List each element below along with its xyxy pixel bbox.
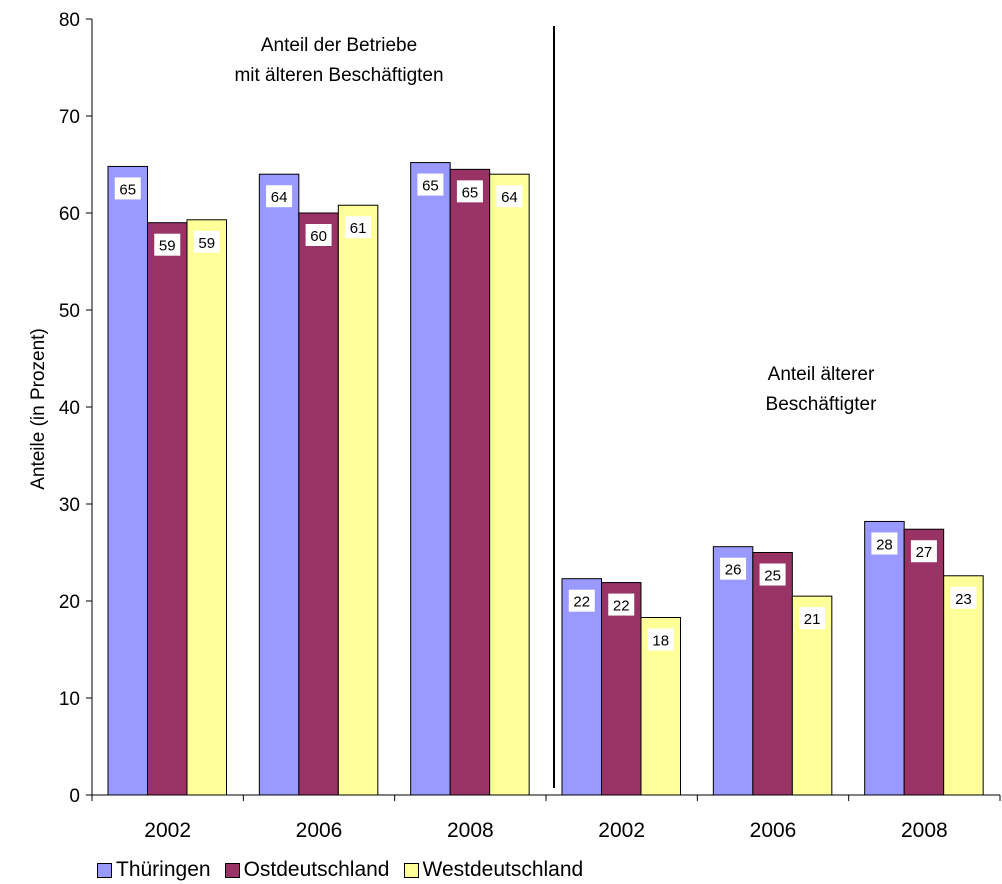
legend-swatch-ostdeutschland — [224, 862, 240, 878]
y-tick-label: 60 — [59, 204, 80, 225]
bar-value-label: 23 — [955, 591, 972, 608]
bar-label-box — [647, 628, 674, 651]
bar-label-box — [456, 180, 483, 203]
bar-label-box — [114, 177, 141, 200]
bar — [410, 162, 451, 796]
bar-value-label: 26 — [725, 562, 742, 579]
bar-label-box — [871, 532, 898, 555]
bar-label-box — [305, 224, 332, 246]
annotation-right: Anteil älterer Beschäftigter — [766, 364, 878, 415]
bar-value-label: 65 — [119, 181, 136, 198]
x-tick-label: 2006 — [750, 819, 797, 842]
bar — [298, 212, 339, 796]
legend-swatch-thueringen — [97, 862, 112, 878]
y-tick-label: 0 — [69, 786, 80, 807]
bar-value-label: 61 — [350, 220, 367, 237]
y-tick-label: 30 — [59, 495, 80, 516]
x-tick-label: 2002 — [598, 819, 645, 842]
legend-label-thueringen: Thüringen — [116, 858, 211, 881]
bar-value-label: 65 — [462, 184, 479, 201]
bar-value-label: 18 — [652, 632, 669, 649]
y-tick-label: 80 — [59, 10, 80, 31]
bar-value-label: 27 — [916, 544, 933, 561]
bar — [752, 552, 793, 796]
legend-item-ostdeutschland: Ostdeutschland — [224, 858, 390, 882]
y-tick-label: 10 — [59, 689, 80, 710]
annotation-right-line2: Beschäftigter — [766, 394, 878, 415]
legend-swatch-westdeutschland — [403, 862, 419, 878]
legend-item-thueringen: Thüringen — [97, 858, 211, 882]
bars — [107, 162, 984, 796]
bar-value-label: 22 — [573, 594, 590, 611]
x-tick-label: 2006 — [296, 819, 343, 842]
y-tick-label: 20 — [59, 592, 80, 613]
bar-value-label: 21 — [804, 611, 821, 628]
bar — [186, 219, 227, 796]
y-tick-label: 50 — [59, 301, 80, 322]
bar-label-box — [759, 563, 786, 586]
bar-label-box — [345, 216, 372, 239]
bar-label-box — [950, 586, 977, 609]
y-axis-title: Anteile (in Prozent) — [28, 328, 49, 490]
bar-value-label: 25 — [764, 568, 781, 585]
annotation-left-line1: Anteil der Betriebe — [261, 35, 417, 56]
y-tick-label: 40 — [59, 398, 80, 419]
bar-label-box — [496, 185, 523, 208]
annotation-left: Anteil der Betriebe mit älteren Beschäft… — [234, 35, 443, 86]
bar-label-box — [193, 230, 220, 253]
x-tick-label: 2008 — [901, 819, 948, 842]
bar — [712, 546, 754, 796]
bar — [449, 168, 491, 796]
annotation-right-line1: Anteil älterer — [768, 364, 875, 385]
bar-value-label: 64 — [271, 189, 288, 206]
bar — [903, 528, 945, 796]
bar-label-box — [608, 593, 635, 616]
bar-value-label: 59 — [159, 238, 176, 255]
bar — [258, 173, 300, 796]
bar — [601, 582, 642, 796]
bar-labels: 65 59 59 64 60 61 65 65 64 22 22 18 26 25 21 28 27 23 — [114, 173, 977, 651]
annotation-left-line2: mit älteren Beschäftigten — [234, 65, 443, 86]
bar-label-box — [154, 233, 181, 256]
bar-label-box — [720, 557, 747, 580]
bar — [943, 575, 984, 796]
bar-label-box — [417, 173, 444, 196]
bar — [337, 204, 379, 796]
x-axis: 2002 2006 2008 2002 2006 2008 — [91, 794, 1001, 842]
bar-label-box — [266, 185, 293, 208]
bar — [864, 520, 905, 796]
bar — [489, 173, 530, 796]
y-tick-label: 70 — [59, 107, 80, 128]
bar — [147, 222, 188, 796]
bar-value-label: 59 — [198, 235, 215, 252]
legend-label-ostdeutschland: Ostdeutschland — [243, 858, 390, 881]
bar-value-label: 60 — [310, 228, 327, 245]
bar — [561, 578, 602, 796]
bar-label-box — [568, 589, 595, 612]
y-axis: 0 10 20 30 40 50 60 70 80 — [59, 10, 93, 807]
bar-label-box — [910, 540, 937, 563]
bar — [640, 616, 681, 796]
bar-label-box — [799, 607, 826, 630]
bar — [791, 595, 833, 796]
bar-value-label: 65 — [422, 178, 439, 195]
bar-value-label: 22 — [613, 598, 630, 615]
bar-value-label: 28 — [876, 536, 893, 553]
x-tick-label: 2002 — [144, 819, 191, 842]
legend-item-westdeutschland: Westdeutschland — [403, 858, 584, 882]
bar — [107, 165, 148, 796]
legend-label-westdeutschland: Westdeutschland — [422, 858, 584, 881]
bar-value-label: 64 — [501, 189, 518, 206]
legend: Thüringen Ostdeutschland Westdeutschland — [97, 858, 583, 882]
x-tick-label: 2008 — [447, 819, 494, 842]
